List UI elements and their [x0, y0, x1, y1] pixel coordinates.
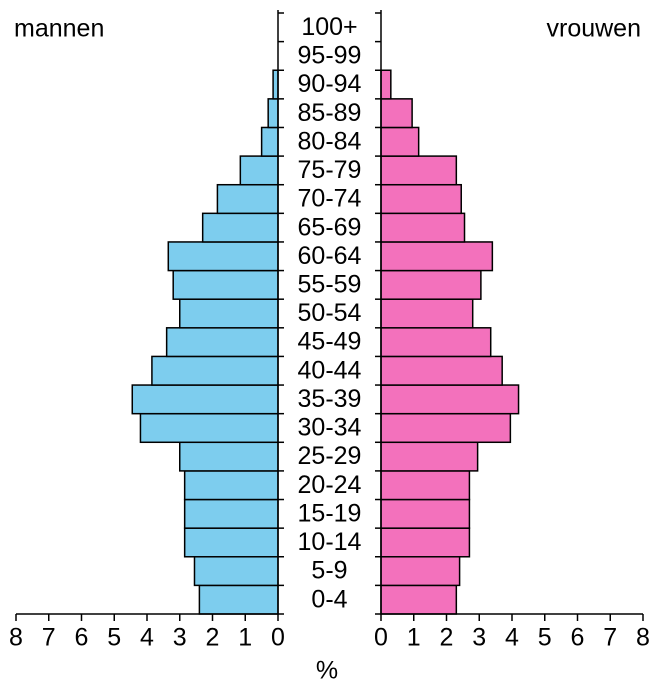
x-tick-label: 6	[75, 624, 89, 652]
bar	[201, 212, 279, 243]
x-tick-label: 1	[238, 624, 252, 652]
bar	[183, 470, 279, 501]
bar	[193, 556, 279, 587]
x-tick-label: 0	[374, 624, 388, 652]
bar	[183, 527, 279, 558]
category-label: 30-34	[298, 414, 362, 442]
x-axis-label: %	[316, 657, 338, 685]
bar	[380, 241, 494, 272]
category-label: 45-49	[298, 328, 362, 356]
bar	[165, 327, 279, 358]
category-label: 20-24	[298, 471, 362, 499]
bar	[380, 470, 471, 501]
x-tick-label: 4	[140, 624, 154, 652]
bar	[380, 441, 479, 472]
bar	[380, 98, 413, 129]
bar	[380, 556, 461, 587]
category-label: 60-64	[298, 242, 362, 270]
category-label: 80-84	[298, 127, 362, 155]
legend-label: mannen	[14, 15, 104, 43]
bar	[167, 241, 279, 272]
category-label: 5-9	[311, 557, 347, 585]
x-tick-label: 2	[440, 624, 454, 652]
bar	[380, 183, 462, 215]
x-tick-label: 5	[538, 624, 552, 652]
bar	[380, 355, 503, 386]
x-tick-label: 0	[271, 624, 285, 652]
category-label: 85-89	[298, 99, 362, 127]
x-tick-label: 8	[9, 624, 23, 652]
category-label: 40-44	[298, 356, 362, 384]
bar	[380, 412, 512, 444]
bar	[216, 183, 279, 215]
x-tick-label: 7	[42, 624, 56, 652]
x-tick-label: 5	[107, 624, 121, 652]
x-tick-label: 7	[603, 624, 617, 652]
category-label: 10-14	[298, 528, 362, 556]
category-label: 55-59	[298, 270, 362, 298]
bar	[239, 155, 279, 186]
bar	[131, 384, 279, 415]
x-tick-label: 3	[173, 624, 187, 652]
category-label: 70-74	[298, 185, 362, 213]
category-label: 35-39	[298, 385, 362, 413]
category-label: 95-99	[298, 42, 362, 70]
category-label: 15-19	[298, 499, 362, 527]
x-tick-label: 8	[636, 624, 650, 652]
bar	[380, 584, 458, 615]
bar	[139, 412, 279, 444]
category-label: 0-4	[311, 585, 347, 613]
bar	[172, 269, 279, 300]
bar	[380, 126, 420, 157]
x-tick-label: 1	[407, 624, 421, 652]
category-label: 25-29	[298, 442, 362, 470]
bar	[380, 527, 471, 558]
category-label: 65-69	[298, 213, 362, 241]
x-tick-label: 2	[206, 624, 220, 652]
bar	[380, 327, 492, 358]
bar	[179, 298, 279, 329]
x-tick-label: 4	[505, 624, 519, 652]
category-label: 90-94	[298, 70, 362, 98]
bar	[179, 441, 279, 472]
bar	[151, 355, 279, 386]
bar	[380, 269, 482, 300]
bar	[380, 498, 471, 529]
bar	[380, 384, 520, 415]
bar	[198, 584, 279, 615]
bar	[380, 69, 392, 100]
category-label: 75-79	[298, 156, 362, 184]
bar	[183, 498, 279, 529]
x-tick-label: 3	[472, 624, 486, 652]
category-label: 50-54	[298, 299, 362, 327]
bar	[260, 126, 279, 157]
x-tick-label: 6	[571, 624, 585, 652]
legend-label: vrouwen	[547, 15, 642, 43]
bar	[380, 212, 466, 243]
bar	[380, 298, 474, 329]
category-label: 100+	[301, 13, 357, 41]
bar	[267, 98, 279, 129]
bar	[380, 155, 458, 186]
